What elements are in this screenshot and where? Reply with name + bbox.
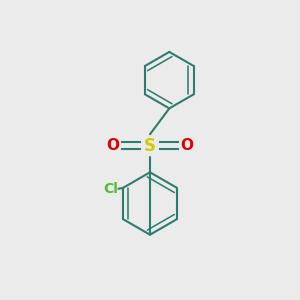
Text: Cl: Cl: [103, 182, 118, 197]
Text: O: O: [106, 138, 119, 153]
Text: O: O: [181, 138, 194, 153]
Text: S: S: [144, 136, 156, 154]
